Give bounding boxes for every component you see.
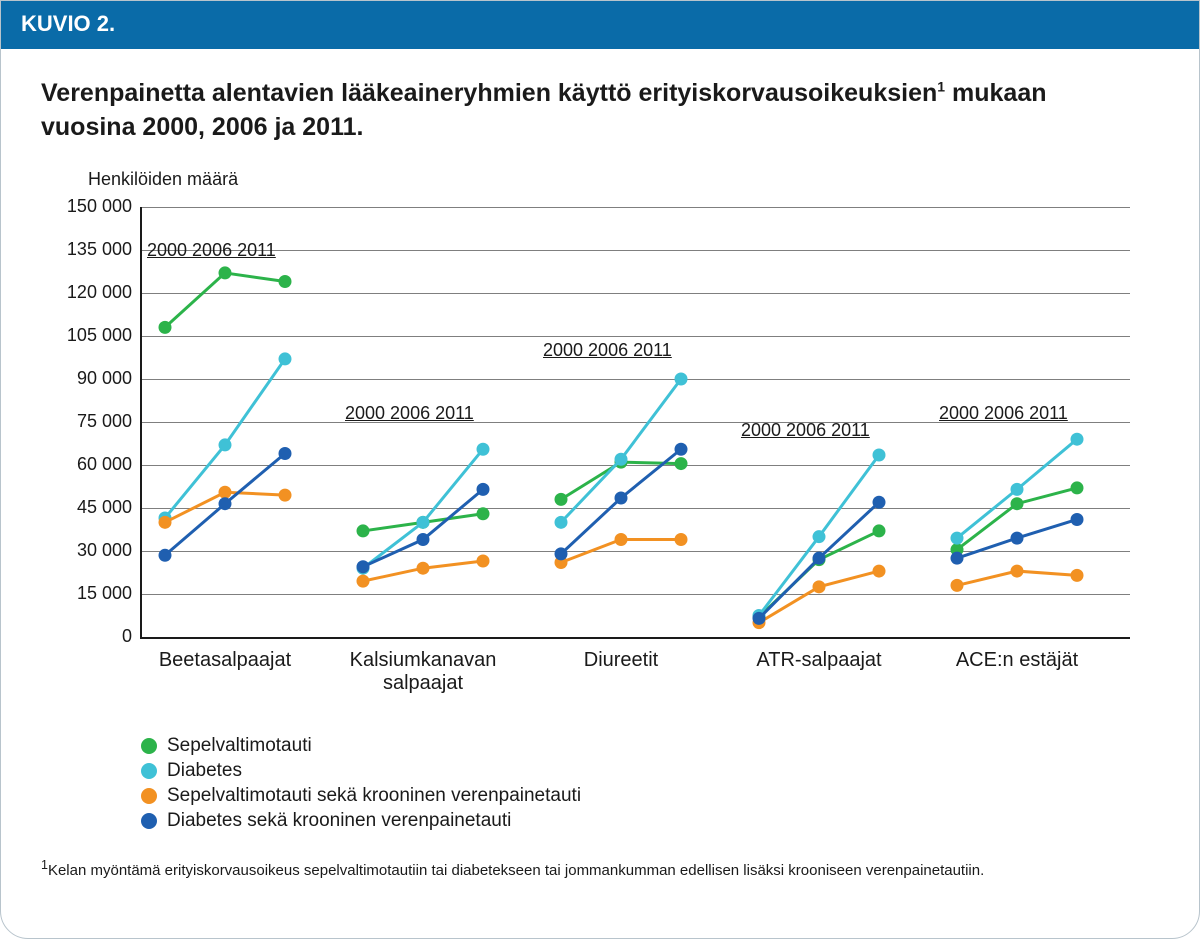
series-marker <box>873 524 886 537</box>
series-marker <box>159 320 172 333</box>
series-marker <box>951 578 964 591</box>
series-marker <box>813 551 826 564</box>
series-marker <box>951 551 964 564</box>
legend-dot-icon <box>141 788 157 804</box>
series-marker <box>417 533 430 546</box>
series-marker <box>219 497 232 510</box>
legend-dot-icon <box>141 738 157 754</box>
year-labels: 2000 2006 2011 <box>543 340 672 361</box>
figure-card: KUVIO 2. Verenpainetta alentavien lääkea… <box>0 0 1200 939</box>
title-line1b: mukaan <box>945 79 1046 107</box>
series-marker <box>279 488 292 501</box>
footnote-sup: 1 <box>41 858 48 872</box>
legend-label: Diabetes sekä krooninen verenpainetauti <box>167 810 511 832</box>
figure-title: Verenpainetta alentavien lääkeaineryhmie… <box>41 77 1159 145</box>
footnote: 1Kelan myöntämä erityiskorvausoikeus sep… <box>41 858 1159 879</box>
series-marker <box>951 531 964 544</box>
series-line <box>363 449 483 568</box>
series-marker <box>279 275 292 288</box>
legend-label: Diabetes <box>167 760 242 782</box>
series-marker <box>615 452 628 465</box>
series-marker <box>555 515 568 528</box>
category-label: ATR-salpaajat <box>724 649 914 672</box>
series-marker <box>477 507 490 520</box>
category-label: Kalsiumkanavansalpaajat <box>328 649 518 695</box>
series-marker <box>477 442 490 455</box>
legend-item: Sepelvaltimotauti <box>141 735 1159 757</box>
legend-label: Sepelvaltimotauti <box>167 735 312 757</box>
category-label: ACE:n estäjät <box>922 649 1112 672</box>
series-marker <box>1071 568 1084 581</box>
series-marker <box>159 515 172 528</box>
series-marker <box>555 547 568 560</box>
title-sup: 1 <box>937 79 945 95</box>
line-chart: Henkilöiden määrä 015 00030 00045 00060 … <box>50 157 1150 717</box>
series-marker <box>1011 482 1024 495</box>
series-marker <box>219 485 232 498</box>
category-label: Diureetit <box>526 649 716 672</box>
series-marker <box>1011 564 1024 577</box>
series-marker <box>1071 512 1084 525</box>
series-marker <box>675 442 688 455</box>
legend-item: Sepelvaltimotauti sekä krooninen verenpa… <box>141 785 1159 807</box>
series-marker <box>279 352 292 365</box>
figure-header-label: KUVIO 2. <box>21 11 115 36</box>
series-marker <box>753 611 766 624</box>
series-marker <box>477 482 490 495</box>
legend-item: Diabetes <box>141 760 1159 782</box>
figure-content: Verenpainetta alentavien lääkeaineryhmie… <box>1 49 1199 889</box>
series-marker <box>279 447 292 460</box>
series-marker <box>417 561 430 574</box>
series-marker <box>357 560 370 573</box>
year-labels: 2000 2006 2011 <box>147 240 276 261</box>
series-marker <box>675 533 688 546</box>
category-label: Beetasalpaajat <box>130 649 320 672</box>
series-line <box>759 571 879 623</box>
series-marker <box>159 548 172 561</box>
series-line <box>759 530 879 616</box>
series-marker <box>873 448 886 461</box>
series-marker <box>357 574 370 587</box>
series-marker <box>219 266 232 279</box>
title-line2: vuosina 2000, 2006 ja 2011. <box>41 113 363 141</box>
series-line <box>165 272 285 326</box>
series-marker <box>1011 497 1024 510</box>
series-marker <box>675 372 688 385</box>
footnote-text: Kelan myöntämä erityiskorvausoikeus sepe… <box>48 862 984 879</box>
legend-item: Diabetes sekä krooninen verenpainetauti <box>141 810 1159 832</box>
legend: Sepelvaltimotauti Diabetes Sepelvaltimotau… <box>141 735 1159 832</box>
legend-label: Sepelvaltimotauti sekä krooninen verenpa… <box>167 785 581 807</box>
series-marker <box>477 554 490 567</box>
series-marker <box>357 524 370 537</box>
series-marker <box>873 564 886 577</box>
title-line1a: Verenpainetta alentavien lääkeaineryhmie… <box>41 79 937 107</box>
series-marker <box>417 515 430 528</box>
series-marker <box>813 580 826 593</box>
series-marker <box>873 495 886 508</box>
legend-dot-icon <box>141 763 157 779</box>
series-marker <box>675 457 688 470</box>
series-marker <box>219 438 232 451</box>
legend-dot-icon <box>141 813 157 829</box>
series-marker <box>1071 432 1084 445</box>
series-marker <box>615 533 628 546</box>
year-labels: 2000 2006 2011 <box>741 420 870 441</box>
series-marker <box>1071 481 1084 494</box>
series-marker <box>615 491 628 504</box>
series-marker <box>813 530 826 543</box>
series-marker <box>555 492 568 505</box>
series-marker <box>1011 531 1024 544</box>
figure-header: KUVIO 2. <box>1 1 1199 49</box>
year-labels: 2000 2006 2011 <box>939 403 1068 424</box>
year-labels: 2000 2006 2011 <box>345 403 474 424</box>
